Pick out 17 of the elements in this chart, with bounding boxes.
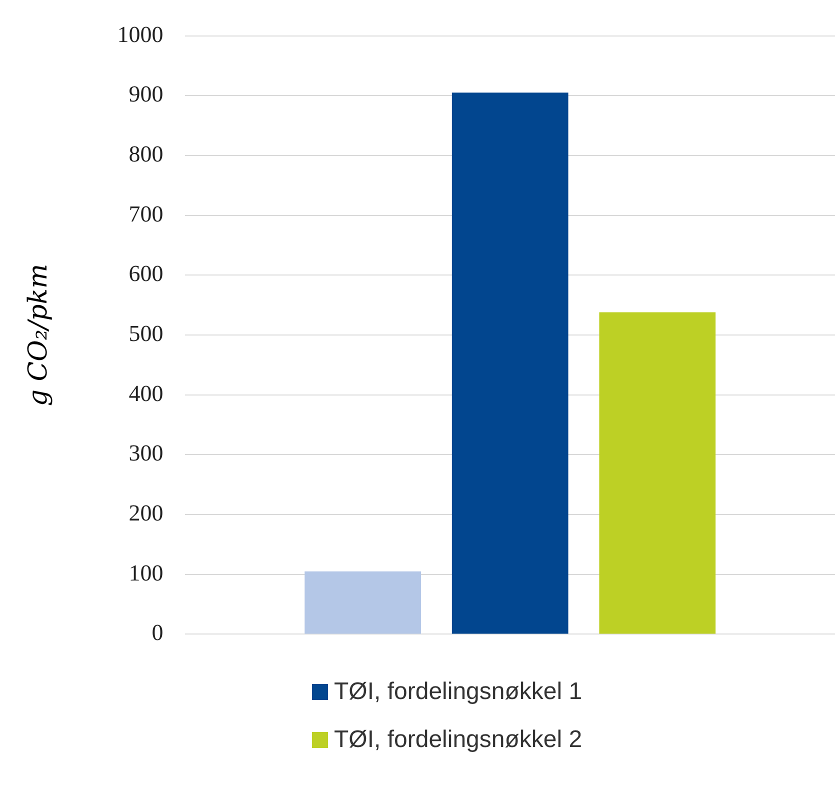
bar <box>599 312 716 634</box>
y-tick-label: 800 <box>128 142 164 167</box>
y-tick-label: 300 <box>128 440 164 466</box>
y-tick-label: 200 <box>128 500 164 526</box>
y-tick-label: 400 <box>128 380 164 406</box>
bar <box>452 92 568 634</box>
y-tick-label: 0 <box>152 620 164 646</box>
y-tick-label: 500 <box>128 321 164 346</box>
legend-label: TØI, fordelingsnøkkel 2 <box>334 726 582 754</box>
legend-label: TØI, fordelingsnøkkel 1 <box>334 678 582 706</box>
y-tick-label: 900 <box>128 82 164 107</box>
y-tick-label: 1000 <box>117 22 164 47</box>
y-tick-label: 700 <box>128 201 164 226</box>
y-tick-label: 600 <box>128 261 164 286</box>
bar <box>304 571 421 634</box>
y-tick-label: 100 <box>128 560 164 586</box>
y-axis-title: g CO₂/pkm <box>23 264 54 406</box>
